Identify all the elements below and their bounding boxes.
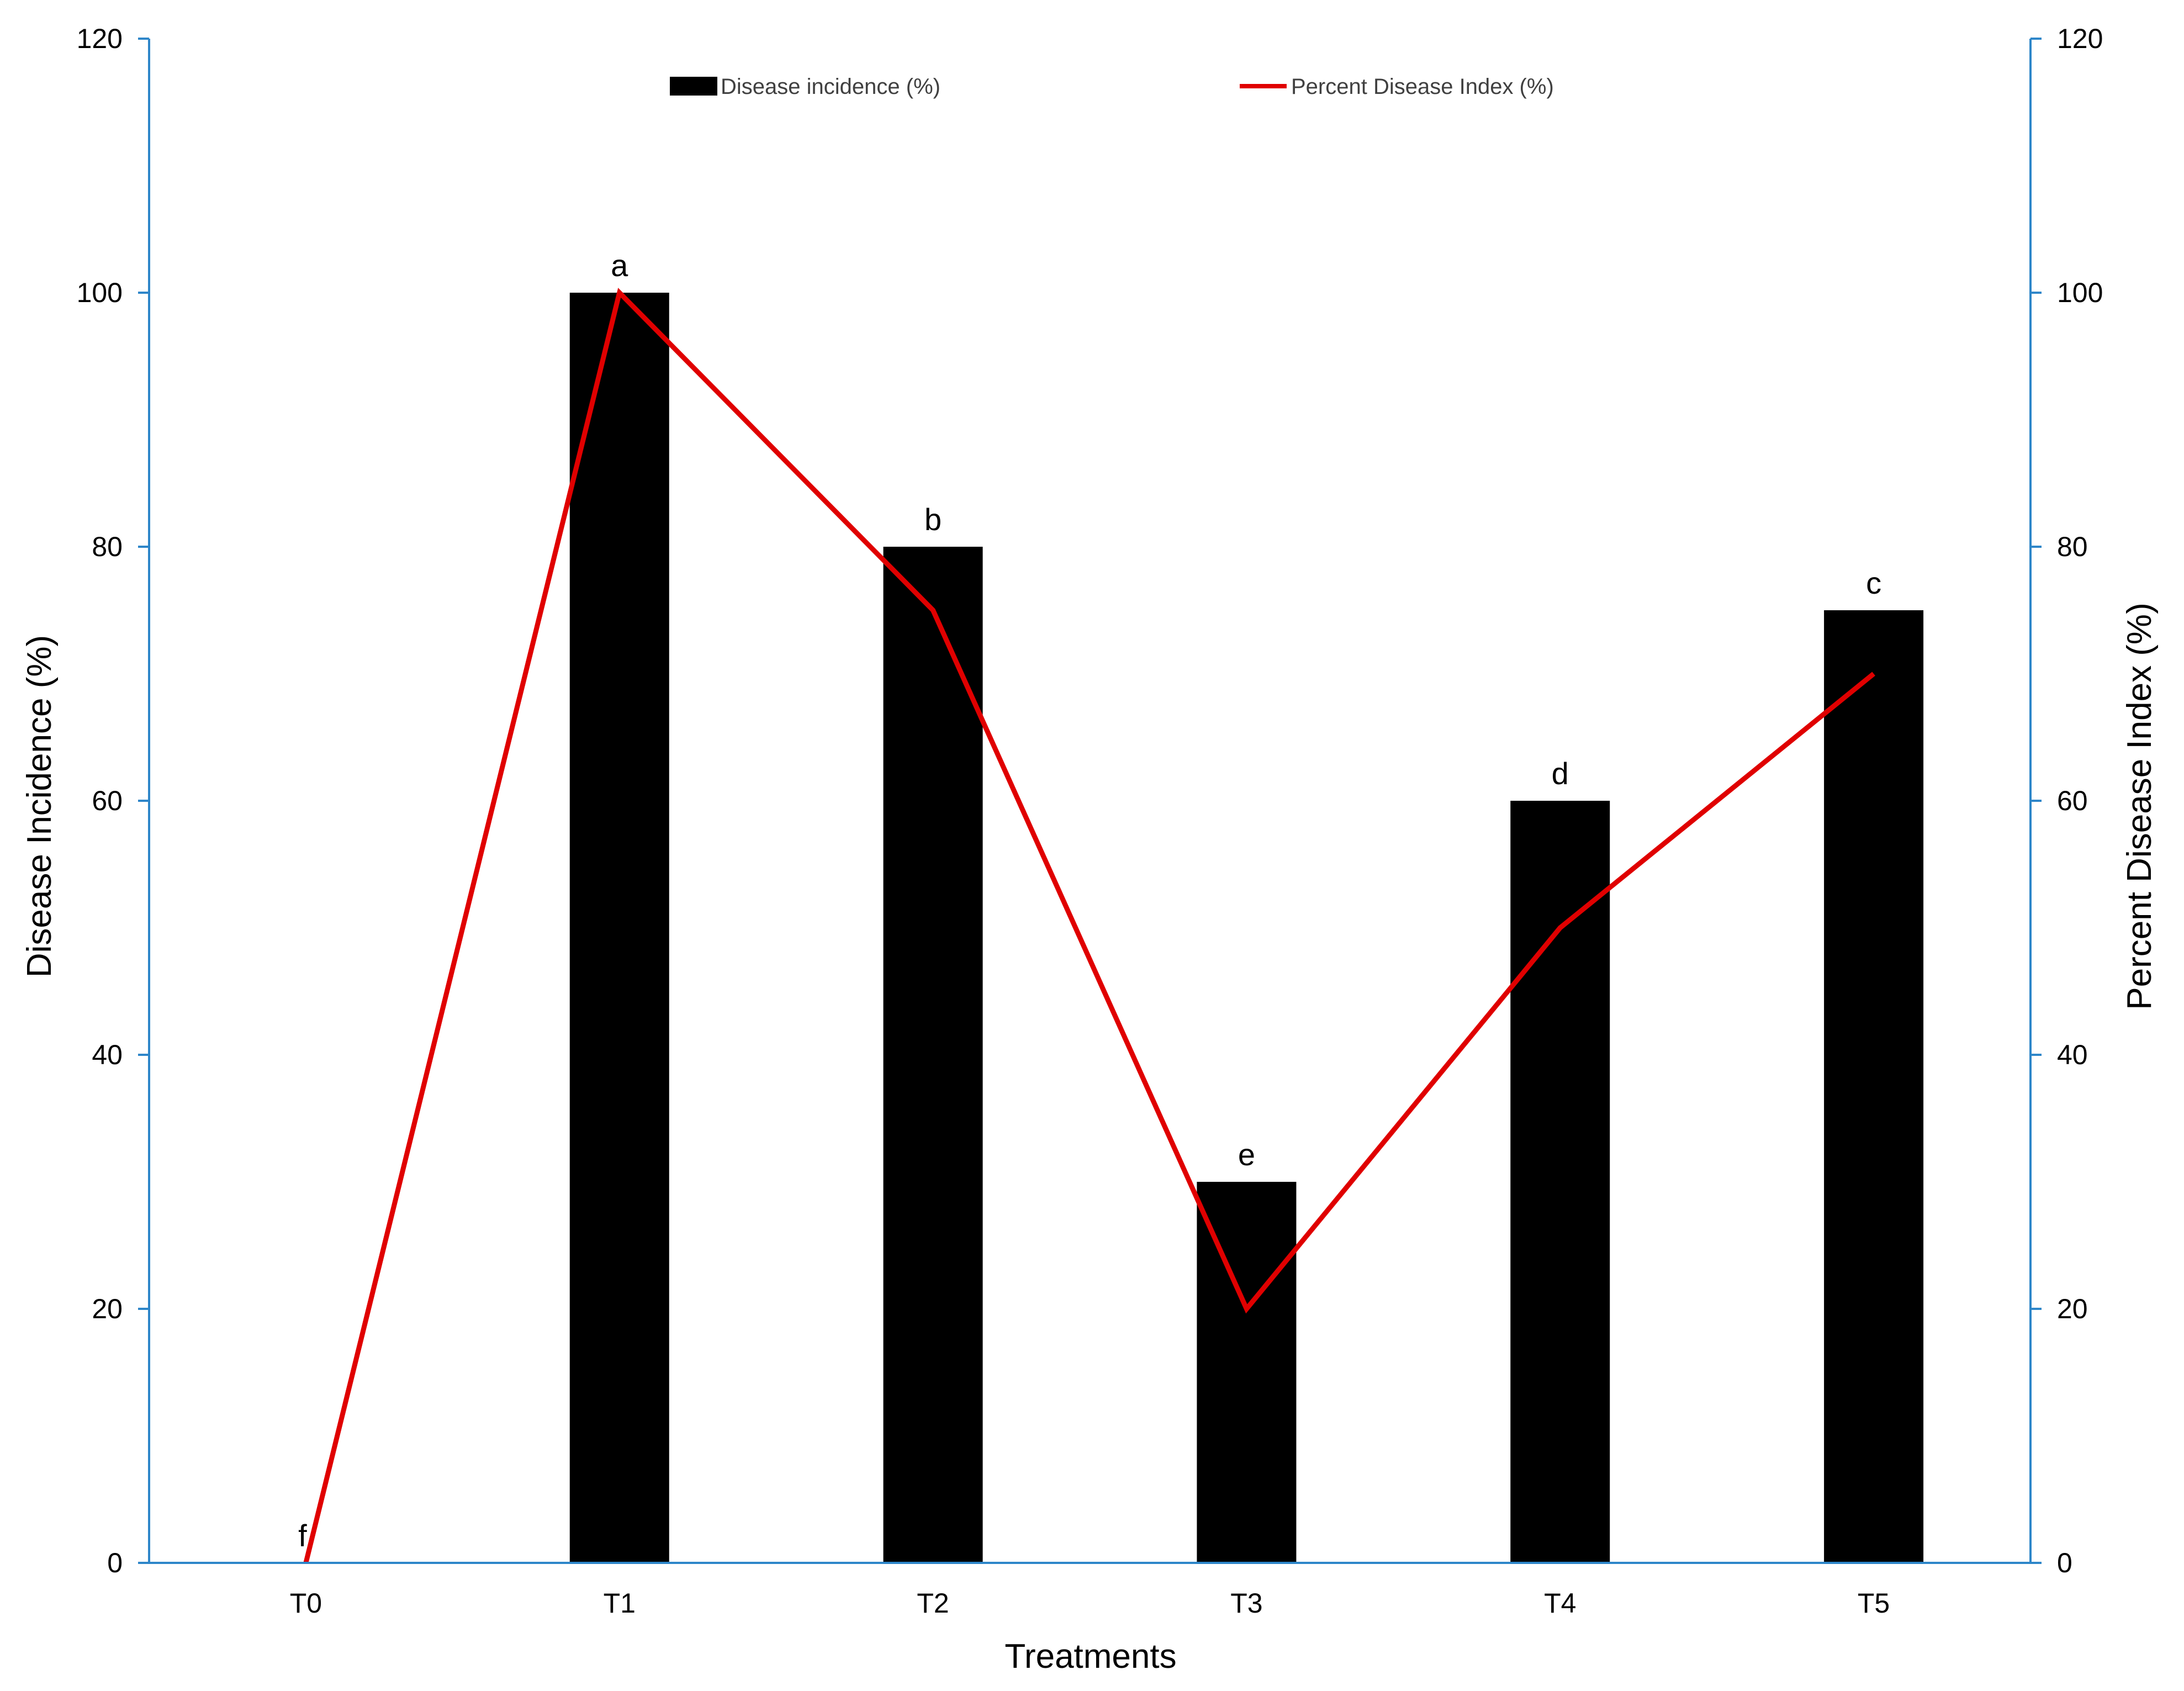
bar-letter-T3: e xyxy=(1238,1137,1255,1172)
bar-letter-T4: d xyxy=(1552,756,1569,791)
y2-axis-title: Percent Disease Index (%) xyxy=(2120,603,2159,1010)
bar-letter-T5: c xyxy=(1866,566,1881,600)
bar-T5 xyxy=(1824,610,1924,1563)
axes xyxy=(138,38,2042,1564)
legend-label-incidence: Disease incidence (%) xyxy=(721,75,940,99)
left-y-tick-labels: 0 20 40 60 80 100 120 xyxy=(77,23,123,1578)
bar-letter-T1: a xyxy=(611,248,628,283)
pdi-line-series xyxy=(303,288,1875,1564)
x-tick-label: T0 xyxy=(290,1588,322,1619)
x-tick-label: T1 xyxy=(604,1588,636,1619)
x-tick-label: T4 xyxy=(1544,1588,1576,1619)
left-y-tick-label: 20 xyxy=(92,1293,123,1324)
x-tick-label: T2 xyxy=(917,1588,949,1619)
legend: Disease incidence (%) Percent Disease In… xyxy=(670,75,1554,99)
x-axis-title: Treatments xyxy=(1004,1637,1176,1676)
pdi-line xyxy=(303,288,1875,1564)
y-axis-title: Disease Incidence (%) xyxy=(20,635,59,977)
right-y-tick-label: 120 xyxy=(2057,23,2103,54)
bar-T1 xyxy=(569,293,669,1563)
left-y-tick-label: 120 xyxy=(77,23,123,54)
right-y-tick-label: 60 xyxy=(2057,785,2088,816)
x-tick-label: T3 xyxy=(1230,1588,1262,1619)
legend-swatch-incidence xyxy=(670,77,717,96)
bar-letter-T2: b xyxy=(924,502,942,537)
bar-T4 xyxy=(1510,801,1610,1563)
bar-letter-labels: f a b e d c xyxy=(298,248,1881,1553)
bar-T2 xyxy=(883,547,983,1563)
right-y-tick-labels: 0 20 40 60 80 100 120 xyxy=(2057,23,2103,1578)
x-tick-label: T5 xyxy=(1858,1588,1890,1619)
bar-letter-T0: f xyxy=(298,1518,307,1553)
legend-item-pdi: Percent Disease Index (%) xyxy=(1240,75,1554,99)
bar-T3 xyxy=(1197,1182,1297,1563)
left-y-tick-label: 60 xyxy=(92,785,123,816)
right-y-tick-label: 80 xyxy=(2057,531,2088,562)
legend-label-pdi: Percent Disease Index (%) xyxy=(1291,75,1554,99)
left-y-tick-label: 100 xyxy=(77,277,123,308)
right-y-tick-label: 40 xyxy=(2057,1039,2088,1070)
left-y-tick-label: 40 xyxy=(92,1039,123,1070)
legend-item-incidence: Disease incidence (%) xyxy=(670,75,940,99)
bars xyxy=(569,293,1924,1563)
right-y-tick-label: 20 xyxy=(2057,1293,2088,1324)
right-y-tick-label: 100 xyxy=(2057,277,2103,308)
right-y-tick-label: 0 xyxy=(2057,1547,2072,1578)
left-y-tick-label: 0 xyxy=(107,1547,123,1578)
x-tick-labels: T0 T1 T2 T3 T4 T5 xyxy=(290,1588,1890,1619)
left-y-tick-label: 80 xyxy=(92,531,123,562)
